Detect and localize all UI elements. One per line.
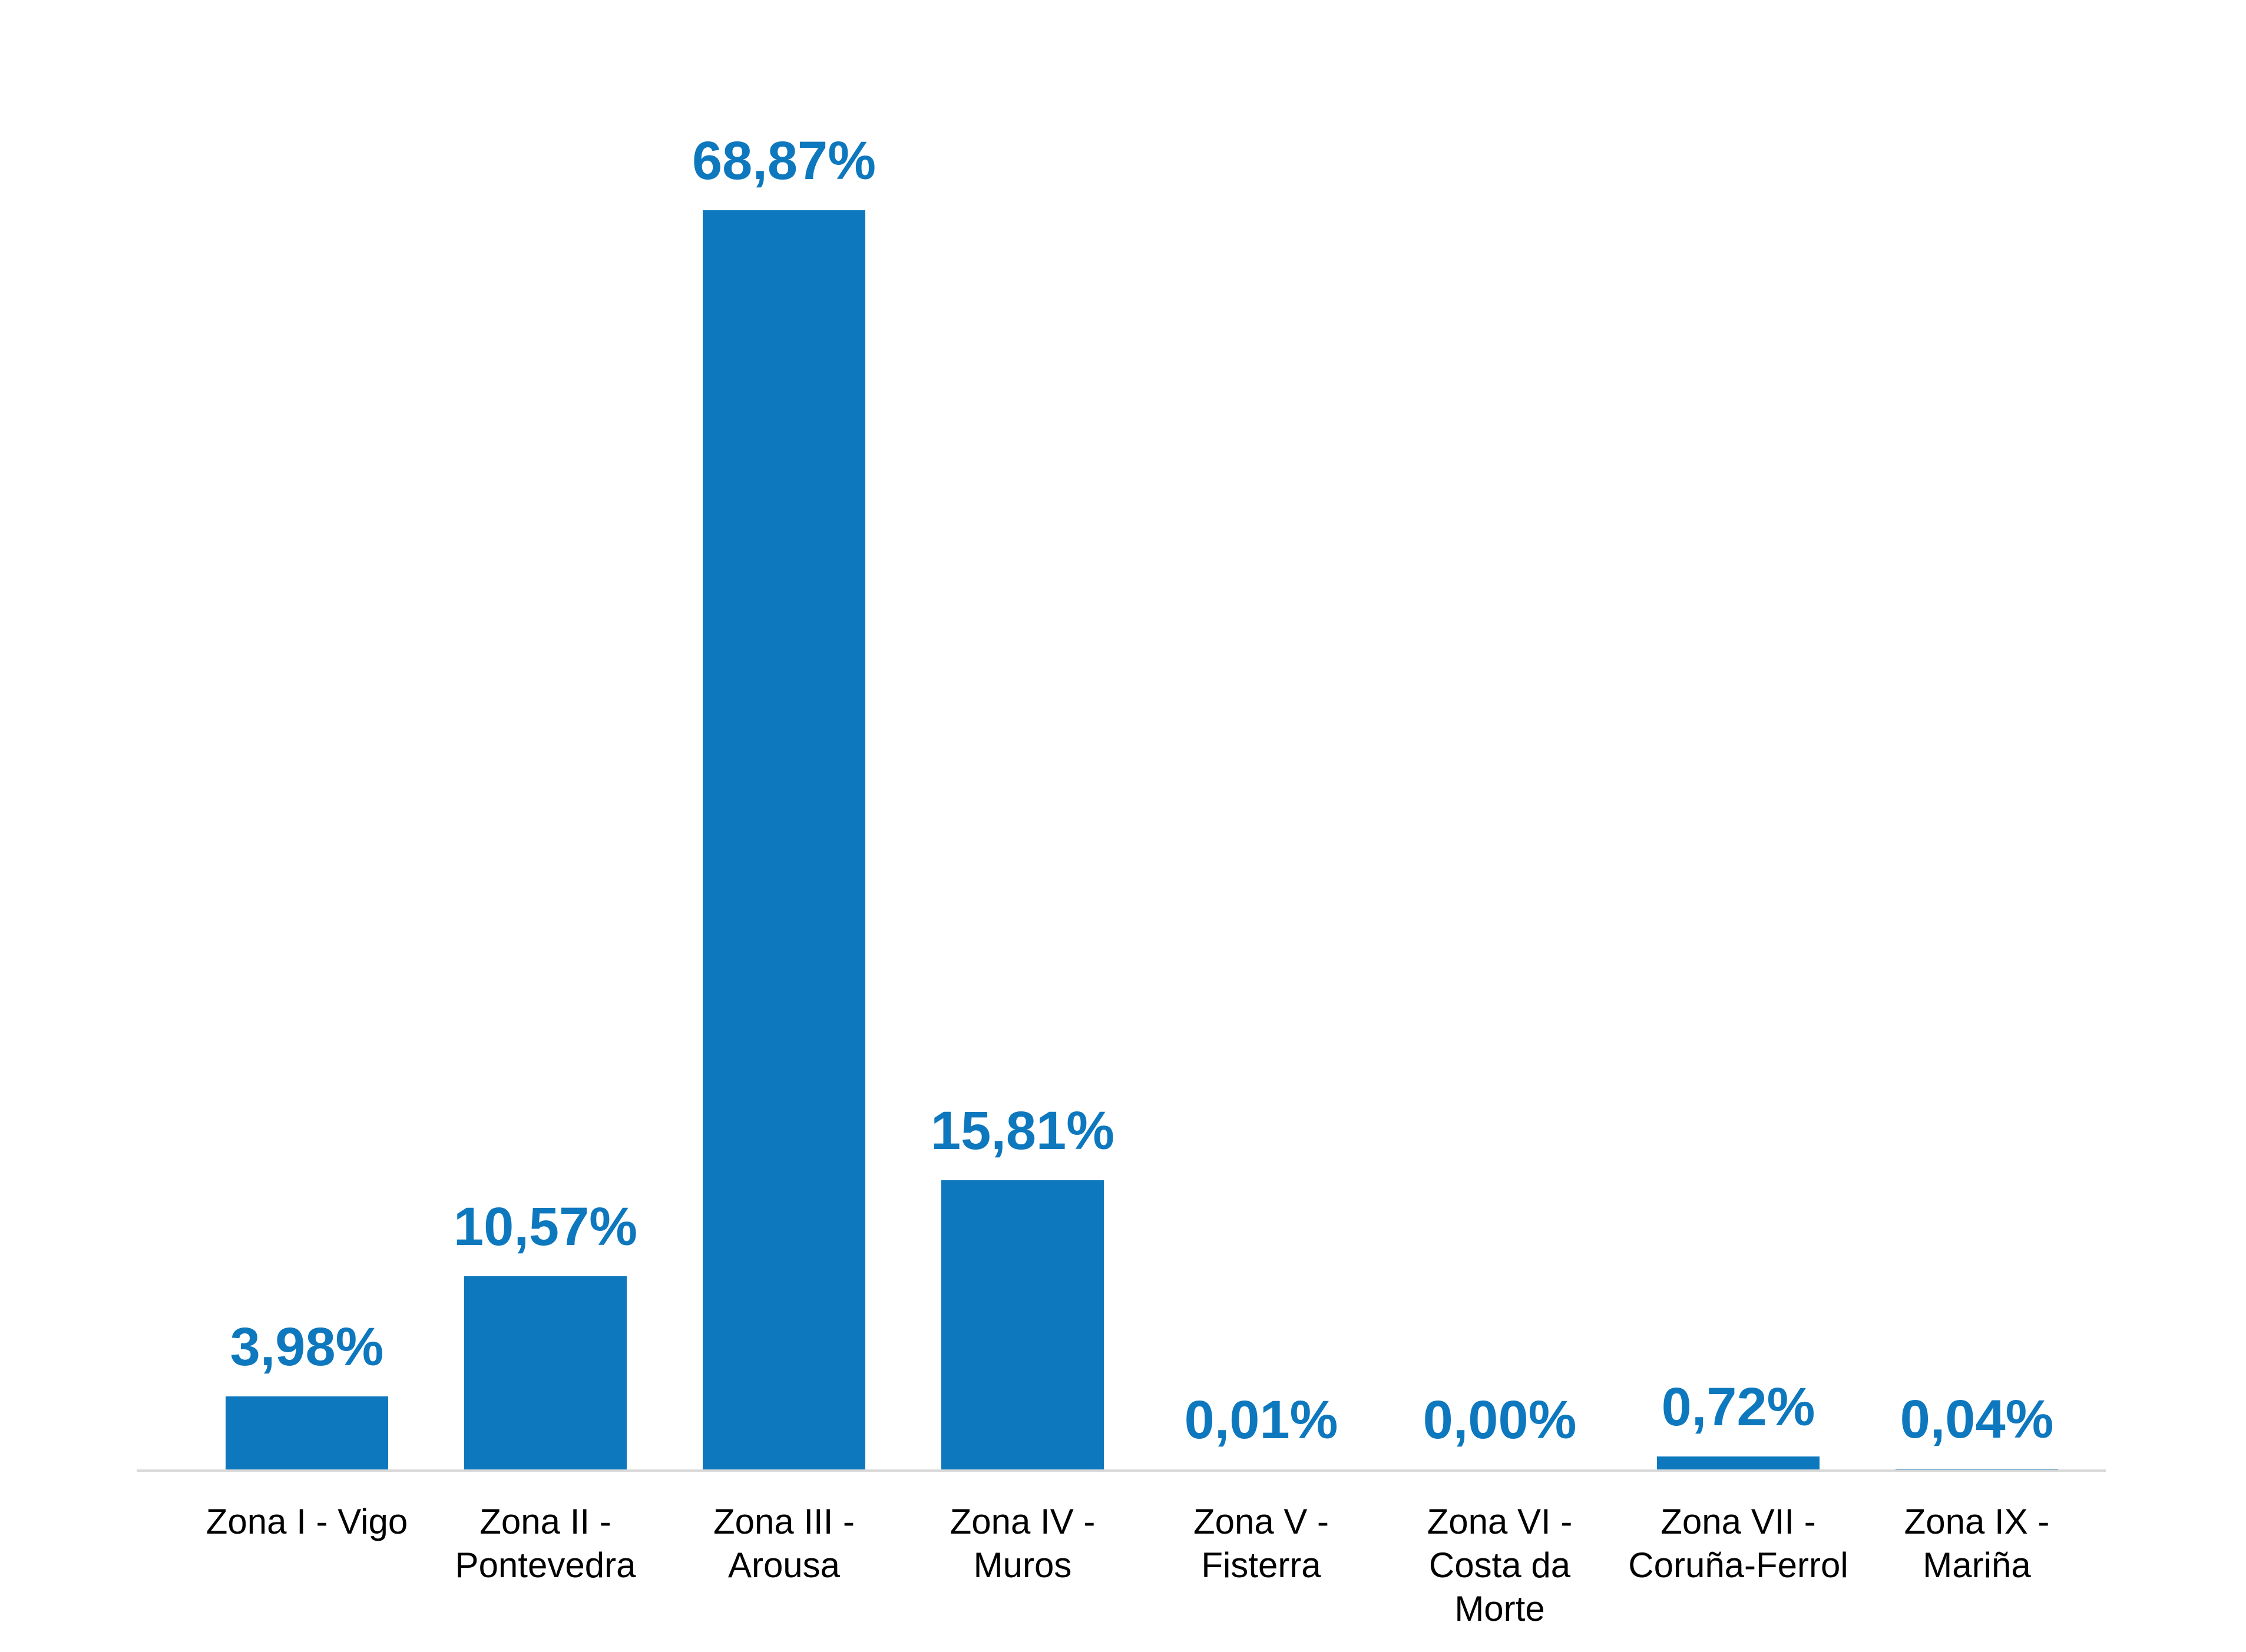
category-label-line: Fisterra <box>1201 1545 1321 1585</box>
category-label-line: Mariña <box>1923 1545 2031 1585</box>
x-axis-line <box>137 1469 2106 1472</box>
bar-value-label: 0,01% <box>1184 1389 1338 1450</box>
category-label-line: Morte <box>1454 1589 1545 1628</box>
category-label-line: Muros <box>973 1545 1072 1585</box>
bar <box>1657 1456 1820 1469</box>
category-label-line: Zona V - <box>1193 1502 1329 1541</box>
bar-value-label: 10,57% <box>453 1196 638 1257</box>
bar-value-label: 0,04% <box>1900 1389 2054 1449</box>
bar-value-label: 68,87% <box>692 130 876 191</box>
category-label: Zona IV - Muros <box>899 1500 1146 1587</box>
bar-value-label: 0,00% <box>1423 1390 1577 1450</box>
bar <box>226 1396 388 1469</box>
category-label-line: Pontevedra <box>455 1545 636 1585</box>
category-label-line: Zona IX - <box>1904 1502 2050 1541</box>
bar-value-label: 0,72% <box>1661 1376 1815 1437</box>
category-label-line: Zona IV - <box>950 1502 1096 1541</box>
category-label: Zona VII - Coruña-Ferrol <box>1615 1500 1862 1587</box>
category-label: Zona II - Pontevedra <box>422 1500 669 1587</box>
bar-value-label: 3,98% <box>230 1317 384 1378</box>
category-label-line: Coruña-Ferrol <box>1628 1545 1848 1585</box>
category-label-line: Zona III - <box>713 1502 855 1541</box>
bar <box>941 1180 1104 1469</box>
bar <box>703 210 865 1469</box>
category-label-line: Costa da <box>1428 1545 1571 1585</box>
category-label: Zona IX - Mariña <box>1853 1500 2101 1587</box>
category-label: Zona III - Arousa <box>660 1500 908 1587</box>
bar-value-label: 15,81% <box>930 1101 1115 1161</box>
category-label: Zona V - Fisterra <box>1137 1500 1385 1587</box>
category-label-line: Zona VII - <box>1660 1502 1816 1541</box>
category-label: Zona VI - Costa da Morte <box>1376 1500 1623 1631</box>
category-label-line: Zona VI - <box>1427 1502 1573 1541</box>
category-label-line: Arousa <box>727 1545 841 1585</box>
category-label: Zona I - Vigo <box>183 1500 431 1544</box>
category-label-line: Zona I - Vigo <box>206 1502 408 1541</box>
category-label-line: Zona II - <box>479 1502 611 1541</box>
bar <box>464 1276 627 1469</box>
